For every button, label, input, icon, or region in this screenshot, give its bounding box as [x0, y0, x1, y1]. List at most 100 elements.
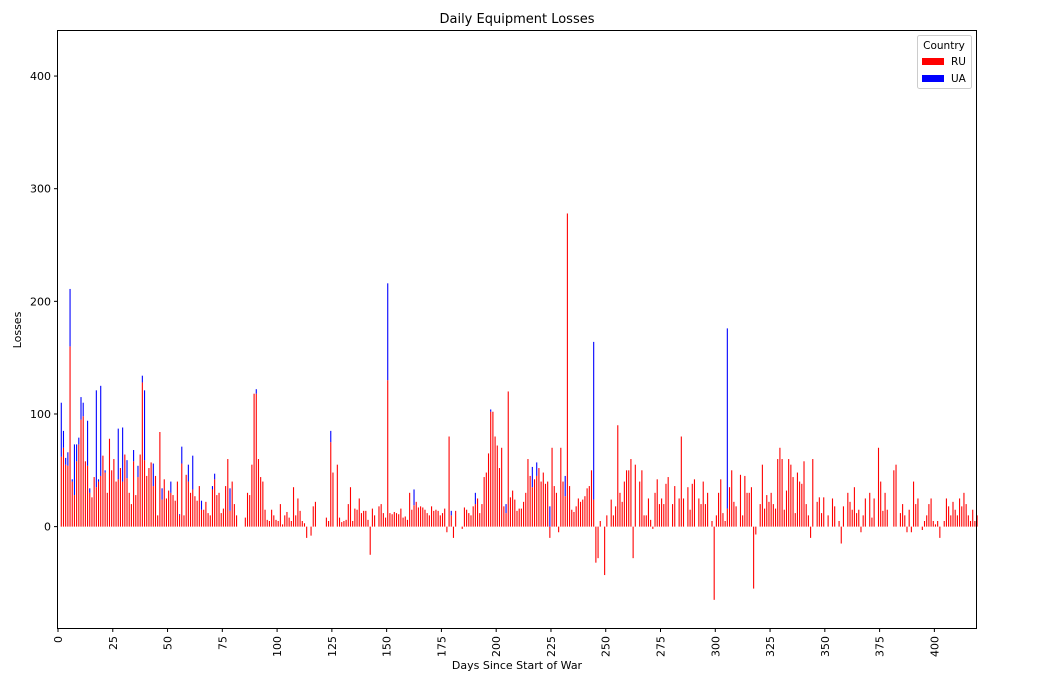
bar-ru — [275, 519, 277, 527]
bar-ru — [687, 487, 689, 527]
bar-ua — [726, 328, 728, 509]
bar-ru — [420, 506, 422, 527]
bar-ru — [689, 509, 691, 527]
bar-ru — [704, 504, 706, 527]
bar-ru — [84, 461, 86, 527]
bar-ru — [200, 509, 203, 527]
bar-ru — [117, 479, 119, 527]
bar-ru — [115, 481, 117, 527]
bar-ru — [555, 492, 557, 527]
bar-ua — [104, 470, 106, 473]
bar-ru — [731, 470, 733, 527]
x-tick-label: 225 — [545, 636, 558, 657]
bar-ru — [137, 477, 139, 527]
bar-ru — [314, 501, 316, 527]
bar-ru — [496, 445, 498, 527]
bar-ua — [82, 402, 84, 417]
bar-ru — [262, 481, 264, 527]
x-tick-label: 250 — [600, 636, 613, 657]
bar-ru — [619, 492, 621, 527]
bar-ru — [62, 447, 65, 527]
bar-ru — [599, 520, 601, 527]
bar-ru — [590, 470, 593, 527]
bar-ru — [135, 495, 137, 527]
bar-ru — [347, 504, 349, 527]
bar-ru — [853, 487, 855, 527]
bar-ru — [194, 496, 196, 527]
bar-ru — [422, 507, 424, 527]
bar-ru — [772, 504, 774, 527]
bar-ru — [299, 510, 301, 527]
bar-ru — [60, 456, 62, 527]
bar-ru — [431, 506, 433, 527]
bar-ru — [463, 507, 465, 527]
bar-ru — [549, 526, 551, 538]
bar-ru — [720, 479, 722, 527]
bar-ru — [507, 391, 509, 527]
bar-ru — [910, 526, 912, 533]
bar-ru — [564, 496, 566, 527]
bar-ru — [146, 475, 148, 527]
bar-ru — [877, 447, 880, 527]
bar-ru — [976, 515, 978, 527]
bar-ru — [880, 481, 882, 527]
bar-ua — [87, 420, 89, 466]
bar-ru — [650, 519, 652, 527]
bar-ru — [612, 515, 614, 527]
bar-ru — [371, 508, 373, 527]
bar-ru — [702, 481, 704, 527]
bar-ru — [479, 513, 481, 527]
bar-ru — [490, 411, 492, 527]
series-ua — [60, 283, 728, 527]
bar-ru — [518, 508, 520, 527]
bar-ru — [249, 495, 251, 527]
bar-ru — [448, 436, 450, 527]
bar-ru — [634, 464, 636, 527]
bar-ru — [952, 501, 954, 527]
bar-ua — [192, 455, 194, 490]
bar-ru — [268, 520, 270, 527]
bar-ru — [753, 526, 755, 589]
bar-ru — [222, 508, 224, 527]
bar-ru — [216, 495, 218, 527]
bar-ru — [707, 492, 709, 527]
bar-ru — [902, 504, 904, 527]
bar-ua — [133, 450, 135, 462]
bar-ru — [770, 492, 772, 527]
bar-ru — [400, 508, 402, 527]
bar-ru — [279, 504, 281, 527]
bar-ru — [617, 425, 619, 527]
bar-ru — [382, 513, 384, 527]
bar-ru — [196, 500, 198, 527]
bar-ua — [474, 492, 476, 505]
x-axis: 0 25 50 75 100 125 150 175 200 225 250 275 300 325 350… — [52, 628, 941, 657]
bar-ru — [398, 514, 400, 527]
bar-ru — [588, 486, 590, 527]
bar-ru — [604, 526, 606, 576]
bar-ru — [558, 526, 560, 533]
bar-ru — [343, 520, 345, 527]
bar-ru — [779, 447, 781, 527]
bar-ru — [297, 498, 299, 527]
bar-ru — [65, 464, 67, 527]
bar-ru — [225, 486, 227, 527]
bar-ru — [341, 522, 343, 527]
bar-ru — [735, 506, 737, 527]
bar-ru — [461, 526, 463, 529]
bar-ru — [766, 495, 768, 527]
bar-ru — [582, 499, 584, 527]
bar-ru — [860, 526, 862, 533]
bar-ru — [391, 514, 393, 527]
bar-ru — [610, 499, 612, 527]
bar-ru — [209, 515, 211, 527]
bar-ru — [384, 517, 387, 527]
bar-ru — [78, 444, 80, 527]
bar-ru — [393, 511, 395, 527]
bar-ru — [575, 506, 577, 527]
bar-ru — [764, 508, 766, 527]
bar-ru — [560, 447, 562, 527]
bar-ru — [615, 506, 617, 527]
bar-ru — [328, 520, 330, 527]
bar-ru — [468, 513, 470, 527]
